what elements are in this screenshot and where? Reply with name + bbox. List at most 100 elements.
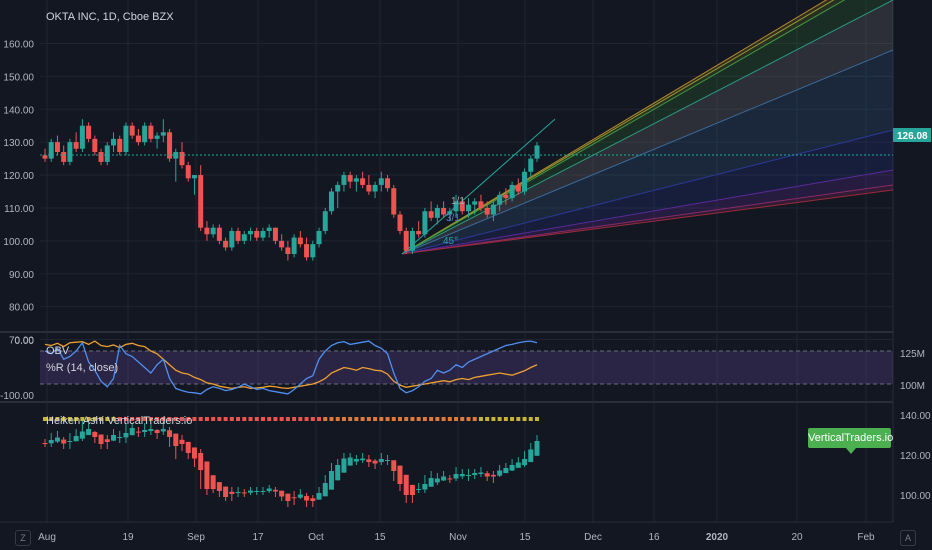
- candle-body: [229, 230, 235, 248]
- ha-trend-dot: [117, 417, 122, 421]
- ha-trend-dot: [310, 417, 315, 421]
- candle-body: [428, 211, 434, 218]
- ha-trend-dot: [379, 417, 384, 421]
- ha-trend-dot: [528, 417, 533, 421]
- candle-body: [291, 237, 297, 255]
- candle-body: [416, 230, 422, 235]
- gann-line: [401, 169, 894, 255]
- ha-trend-dot: [67, 417, 72, 421]
- obv-legend: OBV: [46, 345, 70, 357]
- ha-body: [204, 461, 210, 489]
- candle-body: [341, 175, 347, 185]
- price-tag: 126.08: [893, 128, 931, 142]
- ha-body: [378, 459, 384, 463]
- candle-body: [79, 125, 85, 149]
- ha-body: [397, 465, 403, 484]
- ha-trend-dot: [217, 417, 222, 421]
- ha-trend-dot: [254, 417, 259, 421]
- axes: 160.00150.00140.00130.00120.00110.00100.…: [0, 39, 931, 543]
- candle-body: [54, 142, 60, 153]
- candle-body: [210, 227, 216, 235]
- candle-body: [360, 178, 366, 185]
- ha-body: [428, 478, 434, 487]
- x-tick-label: Sep: [187, 532, 205, 543]
- candle-body: [129, 125, 135, 136]
- candle-body: [372, 184, 378, 192]
- ha-body: [198, 452, 204, 470]
- ha-body: [322, 483, 328, 497]
- candle-body: [241, 234, 247, 241]
- candle-body: [272, 227, 278, 241]
- ha-trend-dot: [354, 417, 359, 421]
- obv-tick-label: 100M: [900, 381, 925, 392]
- osc-tick-label: 0.00: [15, 336, 35, 347]
- gann-line: [401, 189, 894, 255]
- candle-body: [385, 178, 391, 189]
- ha-body: [216, 482, 222, 491]
- price-tick-label: 140.00: [3, 105, 34, 116]
- ha-body: [472, 473, 478, 476]
- auto-scale-toggle[interactable]: A: [900, 530, 916, 546]
- ha-body: [465, 475, 471, 476]
- ha-body: [61, 439, 67, 444]
- ha-body: [490, 474, 496, 477]
- ha-body: [104, 439, 110, 442]
- ha-trend-dot: [472, 417, 477, 421]
- ha-body: [453, 474, 459, 479]
- ha-body: [248, 490, 254, 493]
- ha-tick-label: 120.00: [900, 451, 931, 462]
- candle-body: [260, 230, 266, 238]
- price-tick-label: 130.00: [3, 138, 34, 149]
- gann-line: [401, 184, 894, 255]
- ha-trend-dot: [460, 417, 465, 421]
- gann-label-45: 45°: [443, 236, 458, 247]
- scale-toggle-left[interactable]: Z: [15, 530, 31, 546]
- price-tag-value: 126.08: [897, 131, 928, 142]
- ha-body: [328, 471, 334, 490]
- candle-body: [509, 184, 515, 199]
- ha-trend-dot: [279, 417, 284, 421]
- ha-trend-dot: [142, 417, 147, 421]
- candle-body: [484, 207, 490, 215]
- ha-trend-dot: [335, 417, 340, 421]
- ha-trend-dot: [410, 417, 415, 421]
- ha-body: [528, 449, 534, 463]
- ha-trend-dot: [366, 417, 371, 421]
- ha-trend-dot: [535, 417, 539, 421]
- ha-trend-dot: [180, 417, 185, 421]
- candle-body: [347, 175, 353, 182]
- ha-legend: Heiken Ashi VerticalTraders.io: [46, 415, 192, 427]
- candle-body: [328, 191, 334, 212]
- verticaltraders-badge[interactable]: VerticalTraders.io: [808, 428, 893, 454]
- candle-body: [111, 138, 117, 146]
- candle-body: [422, 211, 428, 235]
- candle-body: [310, 244, 316, 258]
- ha-body: [297, 494, 303, 498]
- ha-body: [459, 474, 465, 477]
- candle-body: [522, 171, 528, 192]
- ha-trend-dot: [161, 417, 166, 421]
- ha-trend-dot: [422, 417, 427, 421]
- ha-trend-dot: [497, 417, 502, 421]
- gann-fan: [401, 0, 894, 255]
- candle-body: [378, 178, 384, 185]
- grid-lines: [0, 0, 894, 523]
- ha-body: [285, 493, 291, 501]
- ha-trend-dot: [267, 417, 272, 421]
- x-tick-label: 17: [252, 532, 264, 543]
- ha-trend-dot: [391, 417, 396, 421]
- ha-body: [254, 491, 260, 492]
- ha-body: [79, 431, 85, 439]
- ha-body: [229, 491, 235, 494]
- candle-body: [316, 230, 322, 245]
- x-tick-label: Oct: [308, 532, 324, 543]
- ha-trend-dot: [478, 417, 483, 421]
- candle-body: [503, 194, 509, 199]
- ha-trend-dot: [105, 417, 110, 421]
- ha-trend-dot: [86, 417, 91, 421]
- ha-trend-dot: [186, 417, 191, 421]
- ha-body: [522, 459, 528, 466]
- ha-trend-dot: [99, 417, 104, 421]
- candle-body: [397, 214, 403, 231]
